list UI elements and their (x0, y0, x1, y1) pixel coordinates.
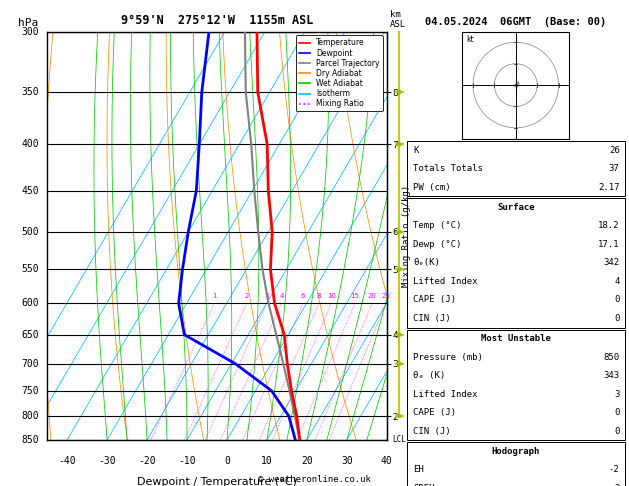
Text: CAPE (J): CAPE (J) (413, 408, 456, 417)
Text: 15: 15 (350, 293, 359, 299)
Text: CIN (J): CIN (J) (413, 427, 451, 435)
Text: Surface: Surface (497, 203, 535, 212)
Text: 0: 0 (224, 456, 230, 466)
Text: 0: 0 (614, 295, 620, 304)
Text: -2: -2 (609, 466, 620, 474)
Text: © weatheronline.co.uk: © weatheronline.co.uk (258, 474, 371, 484)
Text: 4: 4 (614, 277, 620, 286)
Text: hPa: hPa (18, 17, 38, 28)
Text: LCL: LCL (392, 435, 406, 444)
Text: -40: -40 (58, 456, 76, 466)
Text: Dewpoint / Temperature (°C): Dewpoint / Temperature (°C) (137, 477, 297, 486)
Text: 8: 8 (316, 293, 321, 299)
Text: 6: 6 (301, 293, 305, 299)
Text: Hodograph: Hodograph (492, 447, 540, 456)
Text: 0: 0 (614, 314, 620, 323)
Text: -10: -10 (178, 456, 196, 466)
Text: PW (cm): PW (cm) (413, 183, 451, 191)
Text: 9°59'N  275°12'W  1155m ASL: 9°59'N 275°12'W 1155m ASL (121, 14, 313, 27)
Text: -20: -20 (138, 456, 156, 466)
Text: Temp (°C): Temp (°C) (413, 222, 462, 230)
Text: 500: 500 (21, 227, 39, 237)
Text: 3: 3 (265, 293, 269, 299)
Text: 10: 10 (261, 456, 273, 466)
Text: 600: 600 (21, 298, 39, 308)
Text: Dewp (°C): Dewp (°C) (413, 240, 462, 249)
Text: 18.2: 18.2 (598, 222, 620, 230)
Text: 400: 400 (21, 139, 39, 149)
Text: 700: 700 (21, 359, 39, 369)
Text: θₑ(K): θₑ(K) (413, 259, 440, 267)
Text: Lifted Index: Lifted Index (413, 390, 478, 399)
Text: 4: 4 (279, 293, 284, 299)
Text: 37: 37 (609, 164, 620, 173)
Text: 10: 10 (327, 293, 336, 299)
Text: 26: 26 (609, 146, 620, 155)
Text: Totals Totals: Totals Totals (413, 164, 483, 173)
Legend: Temperature, Dewpoint, Parcel Trajectory, Dry Adiabat, Wet Adiabat, Isotherm, Mi: Temperature, Dewpoint, Parcel Trajectory… (296, 35, 383, 111)
Text: 343: 343 (603, 371, 620, 380)
Text: 850: 850 (21, 435, 39, 445)
Text: 450: 450 (21, 186, 39, 195)
Text: K: K (413, 146, 419, 155)
Text: 40: 40 (381, 456, 392, 466)
Text: CIN (J): CIN (J) (413, 314, 451, 323)
Text: 750: 750 (21, 386, 39, 396)
Text: θₑ (K): θₑ (K) (413, 371, 445, 380)
Text: 20: 20 (368, 293, 377, 299)
Text: 30: 30 (341, 456, 353, 466)
Text: 0: 0 (614, 427, 620, 435)
Text: 2: 2 (245, 293, 249, 299)
Text: 350: 350 (21, 87, 39, 97)
Text: 04.05.2024  06GMT  (Base: 00): 04.05.2024 06GMT (Base: 00) (425, 17, 606, 27)
Text: Most Unstable: Most Unstable (481, 334, 551, 343)
Text: 650: 650 (21, 330, 39, 340)
Text: SREH: SREH (413, 484, 435, 486)
Text: 0: 0 (614, 408, 620, 417)
Text: 17.1: 17.1 (598, 240, 620, 249)
Text: 3: 3 (614, 390, 620, 399)
Text: EH: EH (413, 466, 424, 474)
Text: 800: 800 (21, 411, 39, 421)
Text: kt: kt (467, 35, 474, 44)
Text: 300: 300 (21, 27, 39, 36)
Text: 850: 850 (603, 353, 620, 362)
Text: Pressure (mb): Pressure (mb) (413, 353, 483, 362)
Text: 20: 20 (301, 456, 313, 466)
Text: Mixing Ratio (g/kg): Mixing Ratio (g/kg) (403, 185, 411, 287)
Text: -30: -30 (98, 456, 116, 466)
Text: 1: 1 (212, 293, 216, 299)
Text: 2: 2 (614, 484, 620, 486)
Text: 342: 342 (603, 259, 620, 267)
Text: km
ASL: km ASL (390, 10, 406, 29)
Text: 550: 550 (21, 264, 39, 274)
Text: CAPE (J): CAPE (J) (413, 295, 456, 304)
Text: 25: 25 (382, 293, 390, 299)
Text: 2.17: 2.17 (598, 183, 620, 191)
Text: Lifted Index: Lifted Index (413, 277, 478, 286)
